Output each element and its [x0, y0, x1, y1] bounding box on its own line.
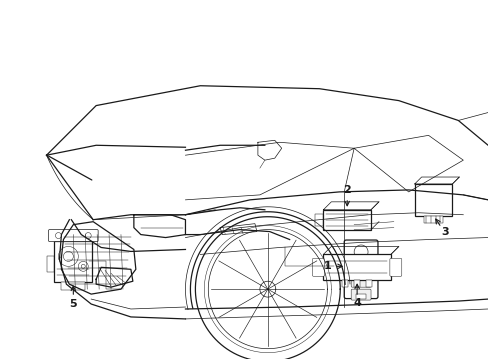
FancyBboxPatch shape: [344, 240, 378, 298]
FancyBboxPatch shape: [351, 276, 371, 287]
Bar: [61, 282, 85, 290]
Bar: [424, 216, 443, 223]
Bar: [366, 280, 372, 287]
Text: 1: 1: [323, 261, 331, 271]
Bar: [354, 280, 360, 287]
Bar: [356, 294, 366, 298]
Text: 4: 4: [353, 298, 361, 308]
Text: 3: 3: [441, 226, 449, 237]
Bar: [415, 184, 452, 216]
FancyBboxPatch shape: [351, 289, 371, 300]
FancyBboxPatch shape: [390, 258, 402, 276]
Bar: [47, 256, 54, 272]
Bar: [323, 210, 371, 230]
Bar: [54, 240, 92, 282]
Bar: [342, 280, 348, 287]
Text: 5: 5: [70, 299, 77, 309]
FancyBboxPatch shape: [351, 264, 371, 274]
FancyBboxPatch shape: [49, 230, 98, 242]
Bar: [323, 255, 391, 280]
Text: 2: 2: [343, 185, 351, 195]
Bar: [316, 214, 323, 226]
FancyBboxPatch shape: [313, 258, 324, 276]
